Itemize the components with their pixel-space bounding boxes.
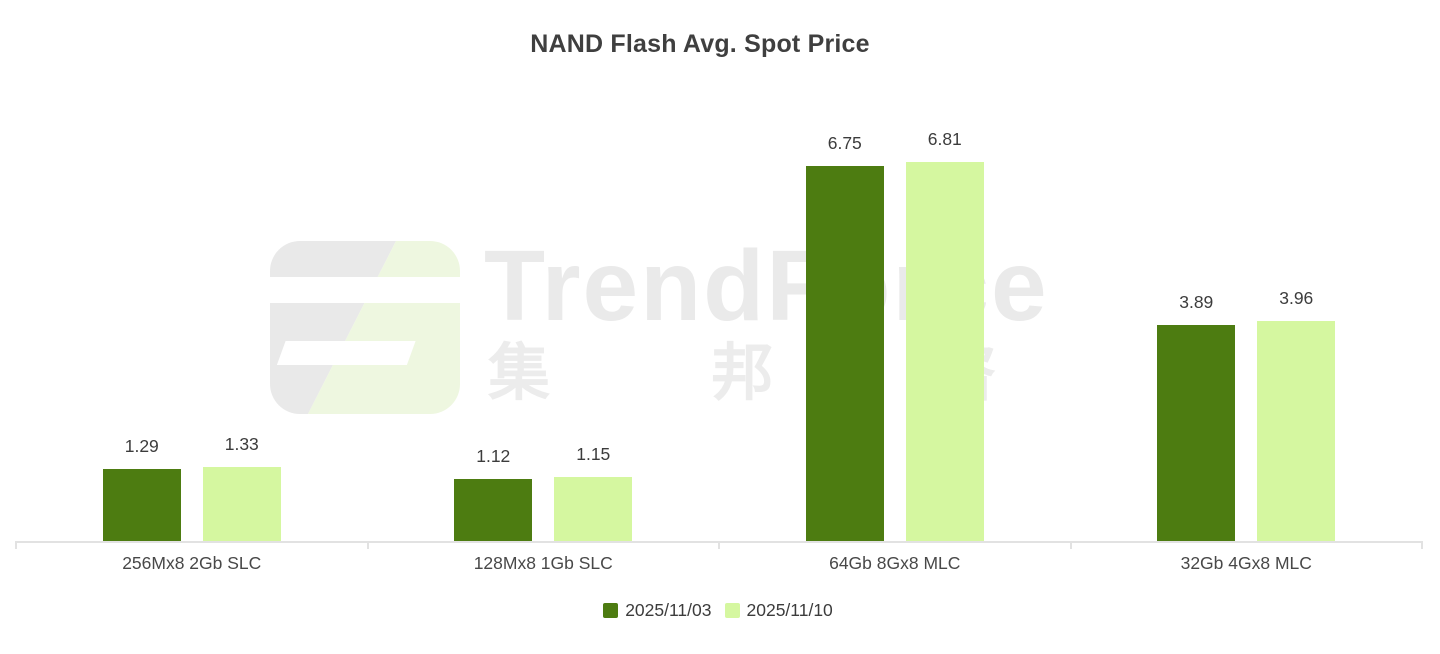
bar-2025/11/03 bbox=[102, 469, 181, 541]
x-axis-tick bbox=[15, 541, 17, 549]
value-label: 1.33 bbox=[224, 434, 259, 455]
x-axis-tick bbox=[718, 541, 720, 549]
value-label: 6.81 bbox=[927, 129, 962, 150]
category-label: 256Mx8 2Gb SLC bbox=[122, 553, 262, 573]
value-label: 1.29 bbox=[124, 436, 159, 457]
value-label: 3.96 bbox=[1279, 287, 1314, 308]
x-axis-tick bbox=[1421, 541, 1423, 549]
category-label: 128Mx8 1Gb SLC bbox=[473, 553, 613, 573]
value-label: 1.15 bbox=[576, 444, 611, 465]
bar-2025/11/10 bbox=[554, 477, 633, 541]
x-axis-tick bbox=[366, 541, 369, 549]
legend-label: 2025/11/03 bbox=[625, 600, 712, 620]
legend: 2025/11/03 2025/11/10 bbox=[0, 600, 1436, 621]
bar-2025/11/10 bbox=[1257, 320, 1336, 541]
value-label: 6.75 bbox=[827, 132, 862, 153]
category-label: 32Gb 4Gx8 MLC bbox=[1180, 553, 1312, 573]
bar-2025/11/03 bbox=[805, 165, 884, 541]
bar-2025/11/10 bbox=[202, 467, 281, 541]
category-label: 64Gb 8Gx8 MLC bbox=[829, 553, 961, 573]
bar-2025/11/03 bbox=[454, 478, 533, 541]
x-axis-tick bbox=[1069, 541, 1072, 549]
value-label: 3.89 bbox=[1179, 291, 1214, 312]
chart-title: NAND Flash Avg. Spot Price bbox=[530, 30, 870, 58]
legend-item-2025/11/10[interactable]: 2025/11/10 bbox=[724, 600, 833, 621]
bar-2025/11/10 bbox=[905, 162, 984, 541]
legend-label: 2025/11/10 bbox=[746, 600, 833, 620]
legend-swatch-icon bbox=[724, 603, 740, 618]
legend-swatch-icon bbox=[603, 603, 619, 618]
bar-2025/11/03 bbox=[1157, 324, 1236, 541]
legend-item-2025/11/03[interactable]: 2025/11/03 bbox=[603, 600, 712, 621]
value-label: 1.12 bbox=[476, 445, 511, 466]
